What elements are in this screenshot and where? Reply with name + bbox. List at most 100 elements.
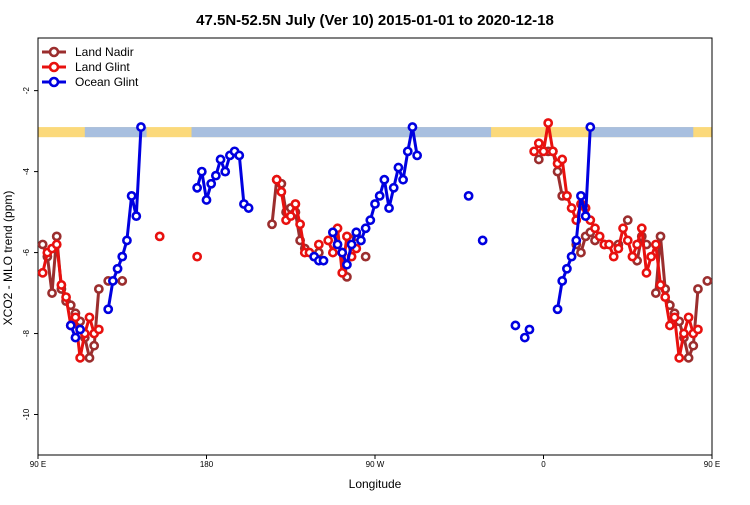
- data-point: [351, 227, 362, 238]
- chart-title: 47.5N-52.5N July (Ver 10) 2015-01-01 to …: [196, 12, 554, 29]
- data-point: [290, 199, 301, 209]
- data-point: [37, 239, 48, 250]
- data-point: [622, 215, 633, 226]
- data-point: [70, 332, 81, 343]
- data-point: [93, 284, 104, 294]
- data-point: [618, 223, 628, 234]
- data-point: [552, 166, 563, 177]
- data-point: [126, 190, 137, 201]
- data-point: [674, 352, 685, 363]
- y-tick-label: -10: [22, 408, 31, 420]
- data-point: [192, 182, 203, 193]
- data-point: [65, 320, 76, 331]
- data-point: [84, 312, 95, 323]
- data-point: [384, 203, 394, 213]
- plot-layer: 90 E 180 90 W 0 90 E -2 -4 -6 -8 -10: [22, 37, 720, 469]
- data-point: [622, 235, 633, 246]
- legend-label: Land Glint: [75, 60, 130, 74]
- data-point: [370, 199, 380, 209]
- data-point: [56, 280, 67, 290]
- data-point: [693, 284, 703, 294]
- data-point: [547, 146, 558, 157]
- data-point: [47, 288, 57, 298]
- data-point: [664, 320, 675, 331]
- legend-marker: [48, 61, 60, 73]
- data-point: [632, 239, 643, 250]
- data-point: [342, 231, 352, 242]
- data-point: [562, 190, 572, 201]
- data-point: [398, 174, 408, 185]
- series-ocean-glint: [65, 122, 596, 343]
- data-point: [61, 292, 71, 303]
- data-point: [636, 223, 647, 234]
- data-point: [313, 239, 324, 250]
- data-point: [538, 146, 549, 157]
- data-point: [576, 190, 586, 201]
- data-point: [646, 251, 657, 262]
- data-point: [407, 122, 418, 132]
- data-point: [206, 178, 217, 189]
- data-point: [210, 170, 221, 181]
- data-point: [655, 231, 666, 242]
- data-point: [346, 239, 357, 250]
- data-point: [360, 251, 371, 262]
- data-point: [107, 276, 118, 286]
- data-point: [89, 340, 100, 351]
- data-point: [93, 324, 104, 335]
- legend-label: Ocean Glint: [75, 75, 139, 89]
- data-point: [215, 154, 226, 165]
- data-point: [220, 166, 231, 177]
- data-point: [641, 267, 652, 278]
- legend-marker: [48, 46, 60, 58]
- data-point: [323, 235, 334, 246]
- x-tick-label: 90 W: [366, 460, 385, 469]
- data-point: [356, 235, 366, 246]
- data-point: [580, 211, 591, 222]
- data-point: [604, 239, 614, 250]
- data-point: [552, 304, 563, 315]
- data-point: [117, 276, 128, 286]
- data-point: [585, 122, 596, 132]
- data-point: [117, 251, 128, 262]
- data-point: [327, 227, 338, 238]
- band-ocean: [590, 127, 694, 138]
- data-point: [267, 219, 277, 230]
- data-point: [571, 235, 582, 246]
- data-point: [342, 259, 352, 270]
- data-point: [463, 190, 474, 201]
- data-point: [196, 166, 207, 177]
- data-point: [566, 203, 577, 213]
- x-tick-label: 180: [200, 460, 214, 469]
- legend-marker: [48, 76, 60, 88]
- data-point: [566, 251, 577, 262]
- data-point: [365, 215, 376, 226]
- data-point: [562, 263, 572, 274]
- data-point: [37, 267, 48, 278]
- data-point: [557, 154, 568, 165]
- data-point: [533, 154, 544, 165]
- data-point: [154, 231, 165, 242]
- data-point: [75, 352, 86, 363]
- data-point: [337, 247, 348, 258]
- data-point: [201, 195, 212, 205]
- data-point: [702, 276, 713, 286]
- data-point: [590, 223, 600, 234]
- data-point: [295, 219, 306, 230]
- data-point: [112, 263, 123, 274]
- data-point: [576, 247, 586, 258]
- data-point: [524, 324, 535, 335]
- data-point: [234, 150, 245, 161]
- data-point: [122, 235, 132, 246]
- data-point: [243, 203, 254, 213]
- x-tick-label: 90 E: [704, 460, 720, 469]
- data-point: [412, 150, 423, 161]
- data-point: [688, 340, 699, 351]
- data-point: [70, 312, 81, 323]
- data-point: [285, 211, 296, 222]
- data-point: [337, 267, 348, 278]
- y-tick-label: -6: [22, 248, 31, 256]
- data-point: [84, 352, 95, 363]
- data-point: [608, 251, 619, 262]
- data-point: [379, 174, 390, 185]
